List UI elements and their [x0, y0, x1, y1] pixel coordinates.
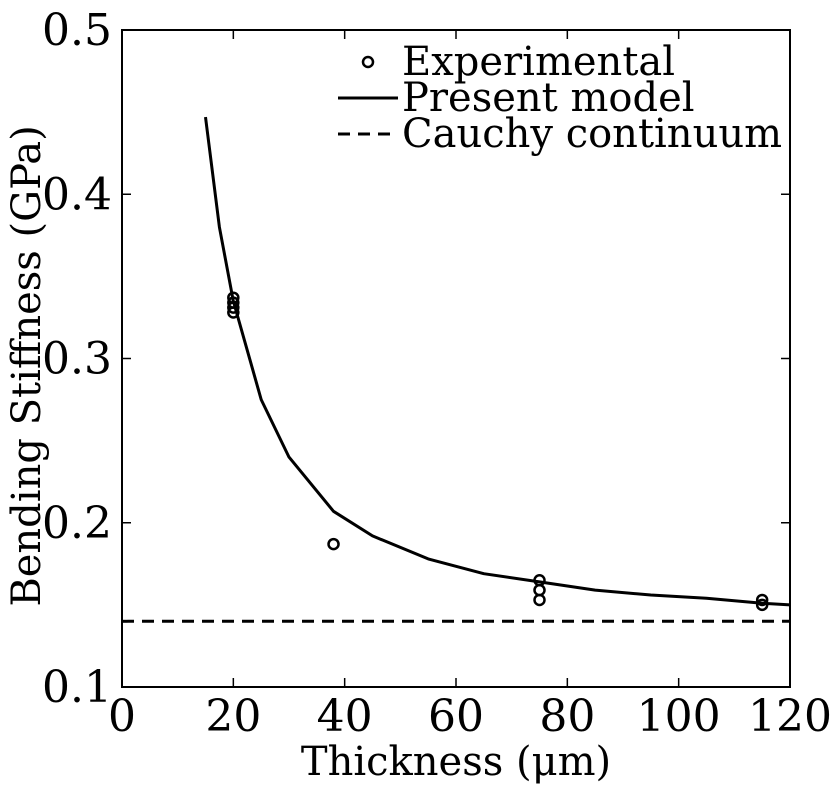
plot-area: 0 20 40 60 80 100 120 0.1 0.2 0.3 0.4 0.5: [42, 5, 830, 742]
x-tick-label: 80: [539, 691, 595, 742]
y-tick-label: 0.5: [42, 5, 112, 56]
x-tick-label: 120: [748, 691, 830, 742]
series-line-present-model: [204, 116, 791, 607]
y-tick-label: 0.4: [42, 169, 112, 220]
x-axis-title: Thickness (μm): [301, 739, 611, 785]
x-tick-label: 20: [205, 691, 261, 742]
x-tick-label: 0: [108, 691, 136, 742]
legend-marker-experimental: [361, 55, 375, 69]
legend-label: Experimental: [402, 39, 675, 85]
data-point-experimental: [533, 583, 546, 597]
x-tick-label: 60: [428, 691, 484, 742]
data-point-experimental: [533, 593, 546, 607]
legend-label: Present model: [402, 75, 695, 121]
data-point-experimental: [327, 537, 340, 551]
y-tick-label: 0.1: [42, 662, 112, 713]
data-point-experimental: [755, 593, 769, 607]
y-axis-title: Bending Stiffness (GPa): [4, 125, 50, 606]
x-tick-label: 40: [317, 691, 373, 742]
x-tick-label: 100: [637, 691, 721, 742]
y-tick-label: 0.2: [42, 498, 112, 549]
y-tick-label: 0.3: [42, 334, 112, 385]
data-point-experimental: [227, 306, 240, 319]
legend-label: Cauchy continuum: [402, 111, 782, 157]
series-layer: [122, 116, 791, 623]
